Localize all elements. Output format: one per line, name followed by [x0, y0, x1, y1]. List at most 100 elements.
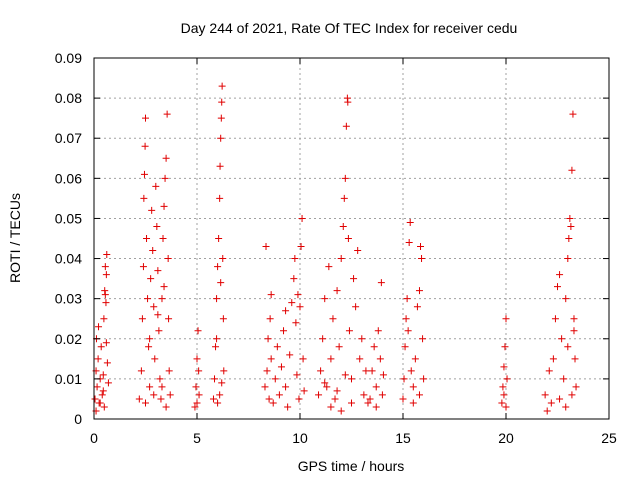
data-point [195, 391, 203, 399]
data-point [146, 335, 154, 343]
data-point [409, 383, 417, 391]
y-tick-label: 0.06 [55, 170, 82, 186]
y-tick-label: 0.08 [55, 90, 82, 106]
data-point [327, 403, 335, 411]
data-point [139, 263, 147, 271]
data-point [217, 114, 225, 122]
data-point [158, 383, 166, 391]
data-point [376, 355, 384, 363]
data-point [413, 303, 421, 311]
data-point [263, 367, 271, 375]
data-point [502, 315, 510, 323]
chart-title: Day 244 of 2021, Rate Of TEC Index for r… [181, 20, 518, 36]
data-point [142, 114, 149, 122]
data-point [406, 218, 414, 226]
data-point [96, 399, 104, 407]
data-point [333, 387, 341, 395]
data-point [212, 343, 220, 351]
x-tick-label: 15 [395, 430, 411, 446]
data-point [100, 315, 108, 323]
y-axis-label: ROTI / TECUs [7, 193, 23, 283]
data-point [571, 355, 579, 363]
y-tick-label: 0.02 [55, 331, 82, 347]
data-point [321, 295, 329, 303]
y-tick-label: 0.05 [55, 210, 82, 226]
data-point [213, 335, 221, 343]
data-point [143, 235, 151, 242]
data-point [103, 251, 111, 259]
data-point [151, 355, 159, 363]
data-point [500, 363, 508, 371]
x-axis-ticks: 0 5 10 15 20 25 [90, 58, 617, 446]
data-point [261, 383, 269, 391]
data-point [195, 367, 203, 375]
data-point [502, 403, 510, 411]
data-point [554, 283, 561, 291]
data-point [549, 355, 557, 363]
data-point [218, 379, 226, 387]
data-point [319, 335, 327, 343]
data-point [166, 391, 174, 399]
data-point [267, 355, 275, 363]
data-points [91, 82, 580, 415]
data-point [267, 291, 275, 299]
data-point [162, 403, 170, 411]
data-point [556, 271, 564, 279]
data-point [290, 275, 298, 283]
data-point [317, 367, 325, 375]
data-point [379, 371, 387, 379]
data-point [269, 399, 277, 407]
data-point [362, 367, 370, 375]
data-point [500, 391, 508, 399]
data-point [155, 327, 163, 335]
data-point [262, 243, 270, 251]
data-point [215, 235, 223, 242]
data-point [98, 391, 106, 399]
data-point [354, 247, 362, 255]
data-point [97, 343, 105, 351]
data-point [358, 335, 366, 343]
data-point [157, 395, 165, 403]
x-axis-label: GPS time / hours [298, 458, 405, 474]
y-tick-label: 0.03 [55, 291, 82, 307]
data-point [543, 407, 551, 415]
data-point [194, 327, 202, 335]
data-point [415, 391, 423, 399]
data-point [344, 98, 352, 106]
data-point [103, 359, 111, 367]
data-point [149, 247, 157, 255]
data-point [214, 263, 222, 271]
data-point [218, 82, 226, 90]
data-point [558, 335, 566, 343]
data-point [501, 343, 509, 351]
y-tick-label: 0.09 [55, 50, 82, 66]
data-point [329, 315, 337, 323]
data-point [299, 355, 307, 363]
data-point [321, 379, 329, 387]
data-point [399, 395, 407, 403]
data-point [265, 395, 273, 403]
data-point [266, 315, 274, 323]
data-point [101, 291, 109, 299]
data-point [219, 315, 227, 323]
data-point [213, 295, 221, 303]
data-point [341, 174, 349, 182]
data-point [209, 395, 217, 403]
data-point [160, 283, 168, 291]
y-axis-ticks: 0 0.01 0.02 0.03 0.04 0.05 0.06 0.07 0.08 0.09 [55, 50, 609, 427]
data-point [551, 315, 559, 323]
data-point [165, 367, 173, 375]
x-tick-label: 5 [193, 430, 201, 446]
data-point [164, 255, 172, 263]
data-point [366, 395, 374, 403]
data-point [370, 343, 378, 351]
x-tick-label: 20 [498, 430, 514, 446]
data-point [567, 222, 575, 230]
data-point [315, 391, 323, 399]
data-point [140, 170, 148, 178]
data-point [568, 391, 576, 399]
data-point [350, 275, 358, 283]
data-point [564, 343, 572, 351]
data-point [148, 206, 156, 214]
data-point [562, 403, 570, 411]
